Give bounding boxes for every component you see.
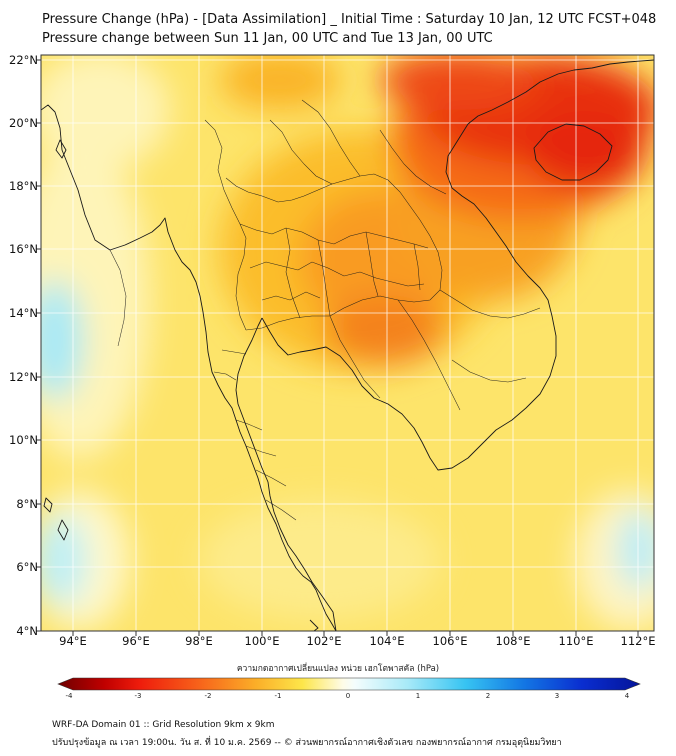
chart-subtitle: Pressure change between Sun 11 Jan, 00 U… xyxy=(42,31,493,46)
lat-label: 14°N xyxy=(9,306,38,320)
lat-label: 20°N xyxy=(9,116,38,130)
colorbar-tick: 3 xyxy=(554,692,560,700)
colorbar xyxy=(57,677,641,691)
lat-label: 22°N xyxy=(9,53,38,67)
lon-label: 100°E xyxy=(244,634,280,648)
lon-label: 112°E xyxy=(620,634,656,648)
map-frame xyxy=(40,54,655,632)
lon-label: 110°E xyxy=(558,634,594,648)
lon-label: 102°E xyxy=(306,634,342,648)
lon-label: 108°E xyxy=(495,634,531,648)
chart-title: Pressure Change (hPa) - [Data Assimilati… xyxy=(42,12,657,27)
lon-label: 96°E xyxy=(122,634,150,648)
lat-label: 6°N xyxy=(16,560,38,574)
colorbar-strip xyxy=(57,677,641,691)
lon-label: 94°E xyxy=(59,634,87,648)
lon-label: 98°E xyxy=(185,634,213,648)
lat-label: 18°N xyxy=(9,179,38,193)
graticule xyxy=(41,55,654,631)
colorbar-tick: -1 xyxy=(274,692,282,700)
colorbar-tick: 0 xyxy=(345,692,351,700)
colorbar-tick: 2 xyxy=(485,692,491,700)
coastlines xyxy=(41,59,654,631)
colorbar-title: ความกดอากาศเปลี่ยนแปลง หน่วย เฮกโตพาสคัล… xyxy=(236,664,440,674)
axis-ticks xyxy=(36,59,639,636)
colorbar-tick: -2 xyxy=(204,692,212,700)
footer-model-info: WRF-DA Domain 01 :: Grid Resolution 9km … xyxy=(52,720,275,730)
lat-label: 16°N xyxy=(9,242,38,256)
footer-credit: ปรับปรุงข้อมูล ณ เวลา 19:00น. วัน ส. ที่… xyxy=(52,738,562,748)
colorbar-tick: -3 xyxy=(134,692,142,700)
pressure-change-map xyxy=(36,54,655,636)
colorbar-tick: 1 xyxy=(415,692,421,700)
lat-label: 4°N xyxy=(16,624,38,638)
lat-label: 10°N xyxy=(9,433,38,447)
pressure-field xyxy=(41,55,654,631)
lat-label: 12°N xyxy=(9,370,38,384)
lat-label: 8°N xyxy=(16,497,38,511)
colorbar-tick: 4 xyxy=(624,692,630,700)
colorbar-tick: -4 xyxy=(65,692,73,700)
admin-borders xyxy=(109,99,541,521)
lon-label: 106°E xyxy=(432,634,468,648)
lon-label: 104°E xyxy=(369,634,405,648)
